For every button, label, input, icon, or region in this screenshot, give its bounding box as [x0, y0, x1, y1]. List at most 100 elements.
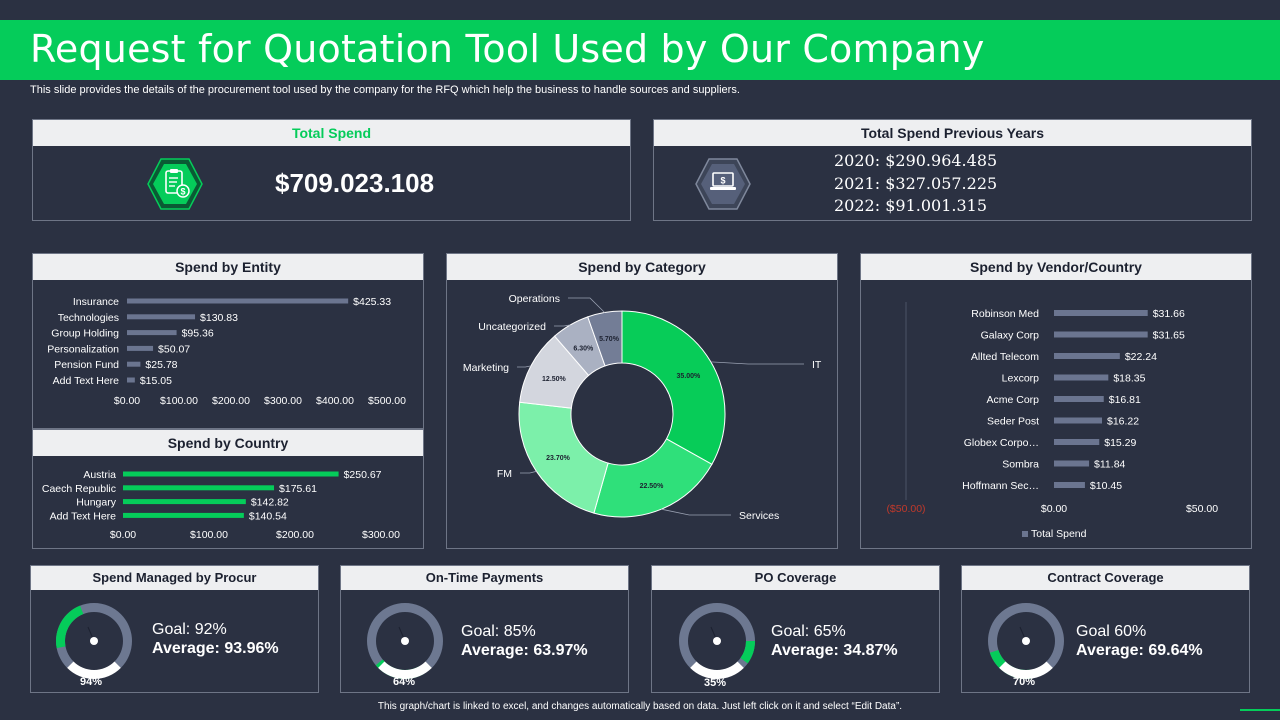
- leader-line: [710, 361, 804, 365]
- category-label: Sombra: [1002, 459, 1039, 471]
- category-label: Marketing: [463, 362, 509, 374]
- gauge-hub: [1022, 637, 1030, 645]
- value-label: $175.61: [279, 483, 317, 495]
- value-label: $425.33: [353, 296, 391, 308]
- category-label: Pension Fund: [54, 359, 119, 371]
- gauge-goal: Goal: 65%: [771, 623, 846, 640]
- leader-line: [568, 297, 605, 313]
- bar: [127, 314, 196, 320]
- data-label: 23.70%: [546, 455, 571, 462]
- value-label: $10.45: [1090, 480, 1122, 492]
- data-label: 35.00%: [677, 373, 702, 380]
- gauge-average: Average: 93.96%: [152, 640, 279, 657]
- tick-label: ($50.00): [886, 503, 925, 515]
- category-label: Robinson Med: [971, 308, 1039, 320]
- svg-text:$: $: [720, 176, 725, 186]
- total-spend-panel: Total Spend $ $709.023.108: [32, 119, 631, 221]
- value-label: $25.78: [145, 359, 177, 371]
- spend-by-vendor-panel: Spend by Vendor/Country Robinson Med $31.…: [860, 253, 1252, 549]
- page-title: Request for Quotation Tool Used by Our C…: [30, 27, 985, 71]
- value-label: $250.67: [344, 469, 382, 481]
- bar: [1054, 310, 1148, 316]
- gauge-base-arc: [67, 661, 121, 679]
- footer-accent-line: [1240, 709, 1280, 711]
- previous-year-row: 2021: $327.057.225: [834, 174, 998, 193]
- bar: [1054, 460, 1090, 467]
- category-label: Seder Post: [987, 416, 1039, 428]
- title-bar: [0, 20, 1280, 80]
- gauge-hub: [401, 637, 409, 645]
- bar: [1054, 353, 1120, 359]
- previous-year-row: 2022: $91.001.315: [834, 196, 987, 215]
- legend-label: Total Spend: [1031, 528, 1087, 540]
- donut-slice: [593, 438, 713, 518]
- data-label: 22.50%: [640, 483, 665, 490]
- bar: [123, 471, 339, 477]
- gauge-panel-po-coverage: PO Coverage 35% Goal: 65% Average: 34.87…: [651, 565, 940, 693]
- data-label: 6.30%: [573, 345, 594, 352]
- gauge-percent-label: 70%: [1013, 676, 1036, 688]
- bar: [1054, 396, 1104, 402]
- value-label: $15.29: [1104, 437, 1136, 449]
- category-label: Austria: [83, 469, 116, 481]
- category-label: Insurance: [73, 296, 119, 308]
- spend-by-country-title: Spend by Country: [33, 430, 423, 456]
- total-spend-value: $709.023.108: [275, 168, 435, 198]
- spend-by-vendor-title: Spend by Vendor/Country: [861, 254, 1251, 280]
- category-label: Technologies: [58, 312, 119, 324]
- gauge-average: Average: 69.64%: [1076, 642, 1203, 659]
- gauge-hub: [713, 637, 721, 645]
- previous-years-panel: Total Spend Previous Years $ 2020: $290.…: [653, 119, 1252, 221]
- category-label: Hoffmann Sec…: [962, 480, 1039, 492]
- tick-label: $400.00: [316, 395, 354, 407]
- value-label: $31.65: [1153, 330, 1185, 342]
- bar: [127, 298, 349, 304]
- bar: [1054, 374, 1109, 381]
- gauge-goal: Goal: 85%: [461, 623, 536, 640]
- footer-note: This graph/chart is linked to excel, and…: [377, 701, 903, 712]
- bar: [123, 499, 246, 505]
- value-label: $140.54: [249, 510, 287, 522]
- tick-label: $200.00: [276, 529, 314, 541]
- gauge-percent-label: 35%: [704, 677, 727, 689]
- spend-by-category-panel: Spend by Category 35.00% IT 22.50% Services…: [446, 253, 838, 549]
- gauge-chart: [56, 603, 132, 679]
- bar: [127, 345, 154, 351]
- bar: [127, 361, 141, 367]
- spend-by-entity-chart: Insurance $425.33 Technologies $130.83 Group…: [47, 296, 406, 407]
- data-label: 5.70%: [599, 336, 620, 343]
- category-label: Hungary: [76, 497, 116, 509]
- tick-label: $300.00: [362, 529, 400, 541]
- value-label: $15.05: [140, 375, 172, 387]
- page-subtitle: This slide provides the details of the p…: [30, 84, 740, 96]
- gauge-goal: Goal: 92%: [152, 621, 227, 638]
- svg-text:$: $: [180, 187, 185, 197]
- gauge-chart: [988, 603, 1064, 679]
- gauge-panel-contract-coverage: Contract Coverage 70% Goal 60% Average: …: [961, 565, 1250, 693]
- bar: [127, 330, 177, 336]
- category-label: Services: [739, 510, 779, 522]
- leader-line: [554, 324, 571, 327]
- gauge-value-arc: [740, 641, 755, 664]
- spend-by-category-title: Spend by Category: [447, 254, 837, 280]
- gauge-hub: [90, 637, 98, 645]
- value-label: $16.81: [1109, 394, 1141, 406]
- tick-label: $0.00: [110, 529, 136, 541]
- donut-slice: [621, 310, 726, 465]
- gauge-panel-spend-managed: Spend Managed by Procur 94% Goal: 92% Av…: [30, 565, 319, 693]
- category-label: Acme Corp: [986, 394, 1039, 406]
- gauge-title: Spend Managed by Procur: [31, 566, 318, 590]
- tick-label: $200.00: [212, 395, 250, 407]
- category-label: Globex Corpo…: [964, 437, 1039, 449]
- gauge-goal: Goal 60%: [1076, 623, 1147, 640]
- spend-by-category-chart: 35.00% IT 22.50% Services 23.70% FM 12.50% Mark…: [463, 293, 822, 522]
- value-label: $18.35: [1113, 373, 1145, 385]
- gauge-chart: [679, 603, 755, 679]
- gauge-value-arc: [56, 605, 84, 649]
- leader-line: [517, 365, 532, 368]
- tick-label: $500.00: [368, 395, 406, 407]
- value-label: $11.84: [1094, 459, 1125, 471]
- spend-by-entity-panel: Spend by Entity Insurance $425.33 Technolo…: [32, 253, 424, 429]
- value-label: $22.24: [1125, 351, 1157, 363]
- value-label: $130.83: [200, 312, 238, 324]
